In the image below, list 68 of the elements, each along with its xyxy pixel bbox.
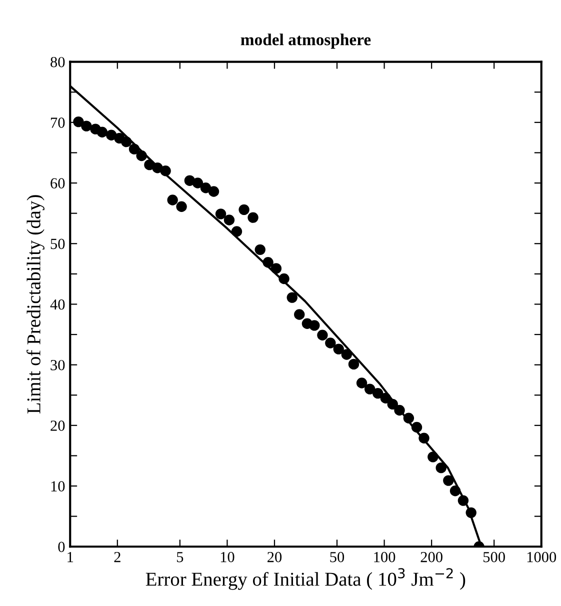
y-tick-label: 80 bbox=[50, 56, 65, 68]
point bbox=[254, 244, 266, 256]
x-tick-label: 200 bbox=[420, 552, 442, 562]
point bbox=[152, 162, 163, 174]
point bbox=[348, 358, 360, 370]
point bbox=[443, 475, 454, 486]
x-tick-label: 500 bbox=[484, 552, 505, 562]
point bbox=[458, 495, 469, 506]
point bbox=[466, 507, 476, 518]
point bbox=[317, 330, 328, 340]
point bbox=[325, 338, 336, 348]
point bbox=[278, 273, 290, 284]
x-tick-label: 50 bbox=[330, 552, 344, 562]
point bbox=[81, 120, 92, 132]
point bbox=[128, 144, 140, 154]
y-axis-title: Limit of Predictability (day) bbox=[26, 195, 44, 414]
point bbox=[231, 226, 242, 237]
point bbox=[411, 422, 422, 433]
point bbox=[167, 194, 178, 206]
point bbox=[356, 378, 368, 388]
x-tick-label: 1 bbox=[68, 552, 74, 562]
y-tick-label: 60 bbox=[50, 178, 65, 188]
point bbox=[436, 462, 446, 474]
x-tick-label: 5 bbox=[176, 552, 184, 562]
point bbox=[372, 388, 384, 399]
y-tick-label: 50 bbox=[50, 238, 65, 250]
point bbox=[120, 136, 132, 148]
point bbox=[96, 126, 108, 138]
point bbox=[341, 349, 352, 360]
point bbox=[200, 182, 212, 194]
point bbox=[450, 486, 461, 496]
point bbox=[270, 263, 282, 274]
point bbox=[238, 204, 250, 216]
point bbox=[224, 214, 235, 226]
y-tick-label: 40 bbox=[50, 299, 65, 310]
x-tick-label: 20 bbox=[268, 552, 282, 562]
y-tick-label: 70 bbox=[50, 118, 65, 128]
x-tick-label: 10 bbox=[220, 552, 234, 562]
point bbox=[208, 186, 220, 197]
point bbox=[73, 116, 84, 128]
point bbox=[136, 150, 147, 162]
x-tick-label: 1000 bbox=[527, 552, 556, 562]
point bbox=[248, 212, 258, 223]
point bbox=[418, 432, 430, 444]
point bbox=[387, 398, 398, 410]
point bbox=[364, 384, 376, 394]
y-tick-label: 20 bbox=[50, 420, 65, 431]
y-tick-label: 0 bbox=[58, 542, 65, 552]
point bbox=[144, 159, 155, 170]
point bbox=[176, 201, 187, 212]
chart-title: model atmosphere bbox=[240, 34, 371, 49]
point bbox=[262, 257, 274, 268]
point bbox=[403, 412, 414, 424]
point bbox=[192, 178, 204, 188]
point bbox=[160, 166, 171, 176]
x-tick-label: 100 bbox=[374, 552, 396, 562]
x-axis-title: Error Energy of Initial Data ( 10$^{3}$ Jm$^{−2}$ ) bbox=[146, 568, 466, 590]
point bbox=[428, 452, 438, 462]
y-tick-label: 30 bbox=[50, 360, 65, 370]
point bbox=[106, 130, 117, 140]
y-tick-label: 10 bbox=[51, 481, 65, 492]
x-tick-label: 2 bbox=[114, 552, 120, 562]
point bbox=[286, 292, 298, 303]
point bbox=[215, 208, 226, 220]
point bbox=[309, 320, 320, 331]
point bbox=[380, 392, 391, 404]
point bbox=[333, 344, 344, 354]
point bbox=[294, 309, 305, 320]
